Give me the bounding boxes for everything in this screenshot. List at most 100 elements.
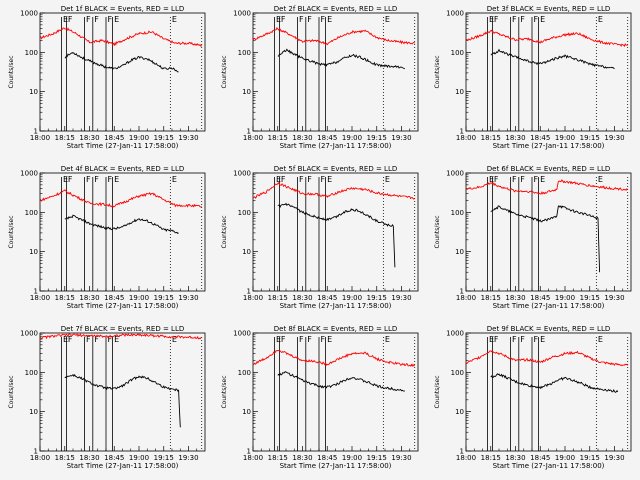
event-marker-letter: E (114, 15, 119, 24)
x-tick-label: 19:30 (391, 454, 411, 462)
panel-det-5: Det 5f BLACK = Events, RED = LLD 1 10 100 10… (221, 165, 419, 310)
x-tick-label: 18:30 (292, 134, 312, 142)
panel-title: Det 1f BLACK = Events, RED = LLD (61, 5, 184, 13)
x-tick-label: 19:15 (367, 294, 387, 302)
y-tick-label: 1 (460, 448, 464, 456)
event-marker-letter: F (534, 335, 539, 344)
x-tick-label: 18:00 (243, 294, 263, 302)
event-marker-letter: F (520, 175, 525, 184)
event-marker-letter: E (63, 15, 68, 24)
events-series-line (64, 52, 179, 73)
y-tick-label: 1 (247, 128, 251, 136)
event-marker-letter: E (540, 335, 545, 344)
x-tick-label: 19:30 (178, 134, 198, 142)
event-marker-letter: E (540, 15, 545, 24)
x-tick-label: 18:15 (481, 454, 501, 462)
event-marker-letter: F (307, 15, 312, 24)
x-tick-label: 19:00 (555, 294, 575, 302)
x-tick-label: 18:00 (456, 294, 476, 302)
event-marker-letter: E (172, 15, 177, 24)
y-tick-label: 1000 (233, 330, 251, 338)
y-tick-label: 100 (238, 209, 251, 217)
y-axis-label: Counts/sec (434, 215, 441, 248)
x-tick-label: 18:45 (530, 294, 550, 302)
x-tick-label: 18:00 (243, 454, 263, 462)
event-marker-letter: F (68, 175, 73, 184)
y-tick-label: 1 (247, 448, 251, 456)
event-marker-letter: F (108, 175, 113, 184)
x-tick-label: 19:00 (129, 134, 149, 142)
y-axis-label: Counts/sec (221, 215, 228, 248)
event-marker-letter: E (598, 15, 603, 24)
event-marker-letter: F (86, 175, 91, 184)
lld-series-line (465, 349, 629, 367)
y-tick-label: 10 (242, 408, 251, 416)
x-tick-label: 18:00 (30, 134, 50, 142)
x-tick-label: 18:45 (104, 294, 124, 302)
y-tick-label: 100 (238, 369, 251, 377)
event-marker-letter: F (86, 335, 91, 344)
y-tick-label: 100 (238, 49, 251, 57)
events-series-line (490, 205, 601, 273)
event-marker-letter: F (281, 335, 286, 344)
x-tick-label: 18:30 (505, 294, 525, 302)
y-tick-label: 10 (242, 88, 251, 96)
lld-series-line (39, 189, 202, 208)
x-tick-label: 18:15 (55, 134, 75, 142)
x-tick-label: 19:00 (342, 454, 362, 462)
y-axis-label: Counts/sec (434, 375, 441, 408)
y-tick-label: 100 (451, 49, 464, 57)
x-tick-label: 18:15 (55, 294, 75, 302)
x-tick-label: 19:15 (154, 134, 174, 142)
x-axis-label: Start Time (27-Jan-11 17:58:00) (280, 462, 392, 470)
event-marker-letter: E (63, 175, 68, 184)
panel-det-4: Det 4f BLACK = Events, RED = LLD 1 10 100 10… (8, 165, 206, 310)
event-marker-letter: E (385, 15, 390, 24)
event-marker-letter: E (489, 15, 494, 24)
x-axis-label: Start Time (27-Jan-11 17:58:00) (493, 462, 605, 470)
event-marker-letter: F (494, 175, 499, 184)
x-tick-label: 18:30 (292, 454, 312, 462)
event-marker-letter: F (94, 175, 99, 184)
event-marker-letter: F (321, 335, 326, 344)
y-tick-label: 1 (34, 288, 38, 296)
event-marker-letter: F (281, 15, 286, 24)
x-axis-label: Start Time (27-Jan-11 17:58:00) (67, 142, 179, 150)
event-marker-letter: F (494, 15, 499, 24)
x-tick-label: 18:45 (530, 454, 550, 462)
x-tick-label: 18:00 (30, 294, 50, 302)
plot-frame (252, 12, 419, 132)
event-marker-letter: F (108, 15, 113, 24)
y-axis-label: Counts/sec (434, 55, 441, 88)
x-tick-label: 19:30 (391, 294, 411, 302)
y-tick-label: 1 (34, 128, 38, 136)
x-tick-label: 19:15 (580, 454, 600, 462)
panel-title: Det 9f BLACK = Events, RED = LLD (487, 325, 610, 333)
panel-title: Det 8f BLACK = Events, RED = LLD (274, 325, 397, 333)
event-marker-letter: E (63, 335, 68, 344)
panel-det-9: Det 9f BLACK = Events, RED = LLD 1 10 100 10… (434, 325, 632, 470)
event-marker-letter: E (276, 335, 281, 344)
event-marker-letter: F (512, 335, 517, 344)
event-marker-letter: F (512, 175, 517, 184)
y-axis-label: Counts/sec (8, 375, 15, 408)
y-tick-label: 1000 (20, 330, 38, 338)
x-axis-label: Start Time (27-Jan-11 17:58:00) (493, 142, 605, 150)
y-tick-label: 1 (460, 288, 464, 296)
event-marker-letter: F (86, 15, 91, 24)
y-tick-label: 1000 (20, 10, 38, 18)
x-tick-label: 18:30 (79, 454, 99, 462)
x-tick-label: 19:00 (555, 454, 575, 462)
event-marker-letter: E (598, 335, 603, 344)
x-tick-label: 19:15 (367, 134, 387, 142)
y-tick-label: 1000 (20, 170, 38, 178)
event-marker-letter: E (276, 15, 281, 24)
y-tick-label: 10 (29, 408, 38, 416)
x-tick-label: 18:30 (79, 294, 99, 302)
x-tick-label: 18:00 (456, 454, 476, 462)
x-tick-label: 18:30 (505, 454, 525, 462)
x-tick-label: 19:30 (178, 294, 198, 302)
event-marker-letter: F (534, 15, 539, 24)
lld-series-line (252, 349, 415, 368)
